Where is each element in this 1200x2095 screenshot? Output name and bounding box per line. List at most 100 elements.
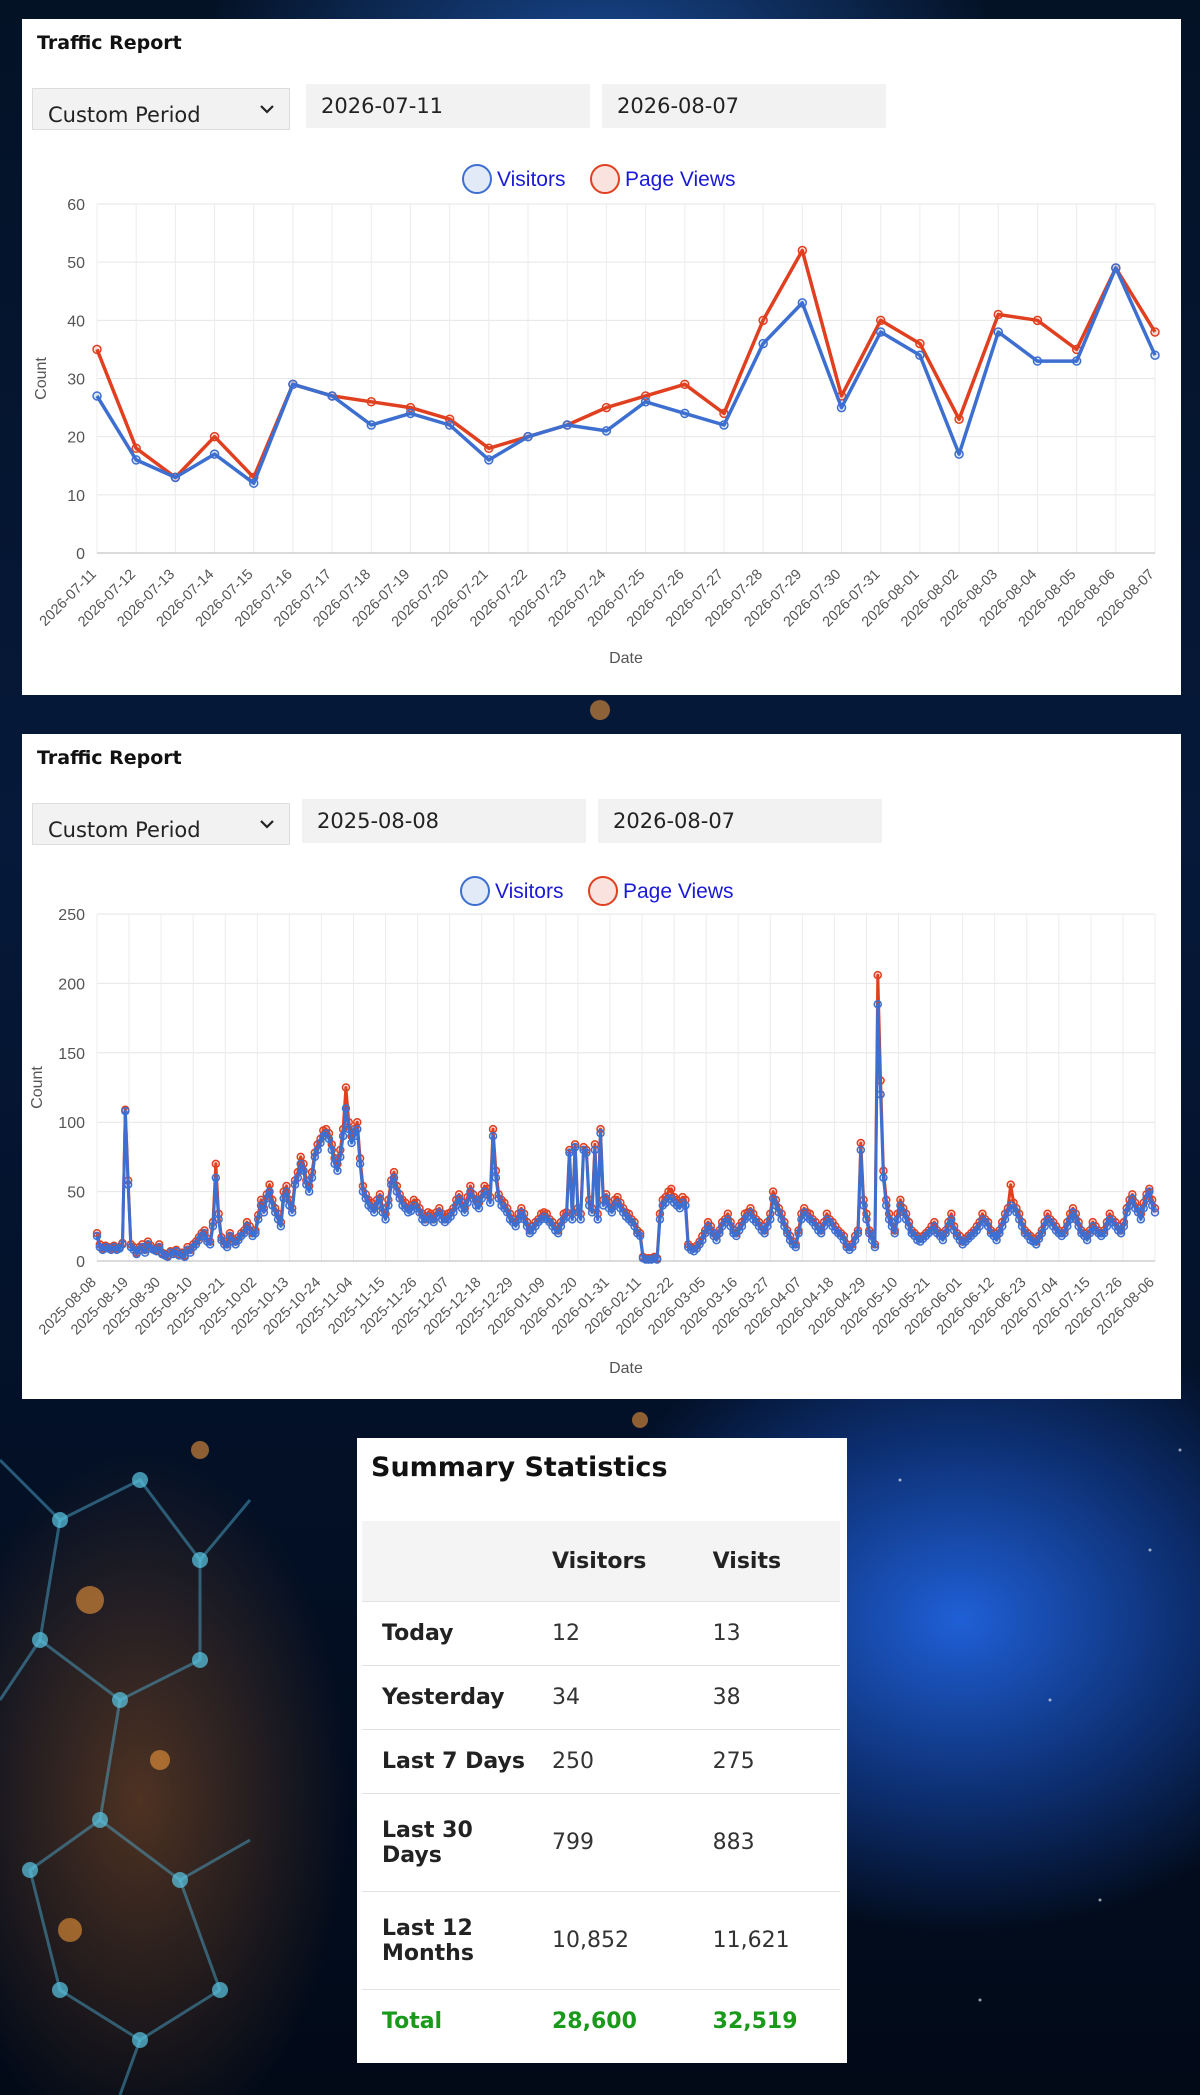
visitors-point[interactable] bbox=[488, 1131, 498, 1141]
page-views-point[interactable] bbox=[1032, 315, 1043, 326]
visitors-point[interactable] bbox=[896, 1201, 905, 1210]
visitors-point[interactable] bbox=[941, 1228, 950, 1238]
visitors-point[interactable] bbox=[763, 1222, 772, 1231]
visitors-point[interactable] bbox=[565, 1148, 574, 1157]
page-views-point[interactable] bbox=[341, 1083, 351, 1092]
visitors-point[interactable] bbox=[893, 1215, 902, 1224]
visitors-point[interactable] bbox=[313, 1145, 322, 1155]
visitors-point[interactable] bbox=[680, 408, 690, 419]
visitors-point[interactable] bbox=[698, 1235, 707, 1245]
page-views-legend-label[interactable]: Page Views bbox=[625, 168, 736, 191]
visitors-point[interactable] bbox=[287, 1208, 297, 1217]
visitors-point[interactable] bbox=[522, 1222, 532, 1231]
visitors-point[interactable] bbox=[415, 1208, 424, 1217]
page-views-point[interactable] bbox=[353, 1117, 362, 1127]
visitors-point[interactable] bbox=[867, 1235, 877, 1245]
visitors-point[interactable] bbox=[211, 1173, 221, 1182]
visitors-point[interactable] bbox=[766, 1215, 775, 1224]
visitors-point[interactable] bbox=[222, 1242, 232, 1252]
visitors-point[interactable] bbox=[131, 455, 141, 465]
visitors-point[interactable] bbox=[248, 478, 259, 488]
visitors-point[interactable] bbox=[1063, 1222, 1072, 1231]
page-views-point[interactable] bbox=[873, 970, 883, 980]
page-views-point[interactable] bbox=[667, 1184, 676, 1194]
page-views-point[interactable] bbox=[856, 1138, 866, 1148]
visitors-point[interactable] bbox=[1032, 356, 1043, 366]
visitors-point[interactable] bbox=[771, 1201, 781, 1210]
page-views-point[interactable] bbox=[488, 1124, 498, 1134]
visitors-point[interactable] bbox=[1150, 1208, 1160, 1217]
visitors-point[interactable] bbox=[336, 1152, 345, 1162]
visitors-legend-marker[interactable] bbox=[460, 876, 490, 906]
visitors-point[interactable] bbox=[570, 1142, 580, 1152]
visitors-point[interactable] bbox=[568, 1215, 577, 1224]
page-views-point[interactable] bbox=[366, 397, 377, 407]
visitors-point[interactable] bbox=[288, 379, 298, 390]
end-date-input[interactable]: 2026-08-07 bbox=[602, 84, 886, 128]
visitors-point[interactable] bbox=[170, 472, 181, 483]
visitors-point[interactable] bbox=[794, 1228, 803, 1238]
period-select[interactable]: Custom Period bbox=[32, 88, 290, 130]
visitors-point[interactable] bbox=[607, 1208, 617, 1217]
visitors-point[interactable] bbox=[780, 1222, 789, 1231]
visitors-point[interactable] bbox=[1082, 1235, 1092, 1245]
page-views-point[interactable] bbox=[993, 309, 1004, 320]
page-views-point[interactable] bbox=[768, 1187, 778, 1196]
visitors-point[interactable] bbox=[995, 1228, 1004, 1238]
page-views-legend-marker[interactable] bbox=[590, 164, 620, 194]
visitors-point[interactable] bbox=[477, 1194, 486, 1203]
visitors-point[interactable] bbox=[1014, 1215, 1024, 1224]
visitors-point[interactable] bbox=[1037, 1228, 1047, 1238]
visitors-point[interactable] bbox=[1040, 1222, 1049, 1231]
visitors-point[interactable] bbox=[494, 1194, 503, 1203]
visitors-point[interactable] bbox=[502, 1208, 512, 1217]
visitors-point[interactable] bbox=[901, 1215, 911, 1224]
page-views-point[interactable] bbox=[209, 431, 220, 442]
visitors-point[interactable] bbox=[1071, 1215, 1081, 1224]
visitors-point[interactable] bbox=[310, 1152, 320, 1162]
visitors-point[interactable] bbox=[484, 455, 494, 465]
visitors-point[interactable] bbox=[993, 327, 1004, 337]
visitors-point[interactable] bbox=[285, 1201, 294, 1210]
visitors-point[interactable] bbox=[938, 1235, 948, 1245]
visitors-point[interactable] bbox=[1150, 350, 1160, 360]
visitors-point[interactable] bbox=[485, 1198, 495, 1207]
visitors-point[interactable] bbox=[511, 1222, 520, 1231]
visitors-point[interactable] bbox=[856, 1145, 866, 1155]
visitors-point[interactable] bbox=[870, 1242, 880, 1252]
visitors-point[interactable] bbox=[491, 1173, 501, 1182]
visitors-point[interactable] bbox=[265, 1187, 274, 1196]
visitors-point[interactable] bbox=[293, 1173, 303, 1182]
visitors-point[interactable] bbox=[180, 1252, 189, 1262]
visitors-point[interactable] bbox=[307, 1173, 317, 1182]
visitors-point[interactable] bbox=[562, 420, 572, 430]
visitors-point[interactable] bbox=[1065, 1215, 1075, 1224]
visitors-point[interactable] bbox=[630, 1222, 639, 1231]
visitors-point[interactable] bbox=[483, 1190, 492, 1199]
visitors-point[interactable] bbox=[590, 1145, 600, 1155]
visitors-point[interactable] bbox=[282, 1187, 291, 1196]
visitors-point[interactable] bbox=[327, 1145, 337, 1155]
visitors-point[interactable] bbox=[884, 1215, 894, 1224]
page-views-point[interactable] bbox=[797, 245, 808, 256]
visitors-point[interactable] bbox=[975, 1222, 984, 1231]
page-views-point[interactable] bbox=[915, 338, 925, 349]
visitors-point[interactable] bbox=[1111, 263, 1121, 273]
visitors-point[interactable] bbox=[435, 1208, 444, 1217]
visitors-point[interactable] bbox=[358, 1187, 368, 1196]
visitors-point[interactable] bbox=[865, 1228, 874, 1238]
visitors-point[interactable] bbox=[369, 1208, 379, 1217]
visitors-point[interactable] bbox=[853, 1228, 863, 1238]
visitors-point[interactable] bbox=[270, 1208, 280, 1217]
visitors-point[interactable] bbox=[553, 1228, 563, 1238]
visitors-point[interactable] bbox=[1102, 1222, 1112, 1231]
visitors-point[interactable] bbox=[1133, 1208, 1143, 1217]
visitors-point[interactable] bbox=[251, 1228, 260, 1238]
page-views-point[interactable] bbox=[296, 1152, 305, 1162]
visitors-point[interactable] bbox=[123, 1180, 133, 1189]
visitors-point[interactable] bbox=[118, 1240, 127, 1249]
visitors-point[interactable] bbox=[715, 1228, 724, 1238]
visitors-point[interactable] bbox=[850, 1235, 860, 1245]
end-date-input[interactable]: 2026-08-07 bbox=[598, 799, 882, 843]
visitors-point[interactable] bbox=[1071, 356, 1082, 366]
